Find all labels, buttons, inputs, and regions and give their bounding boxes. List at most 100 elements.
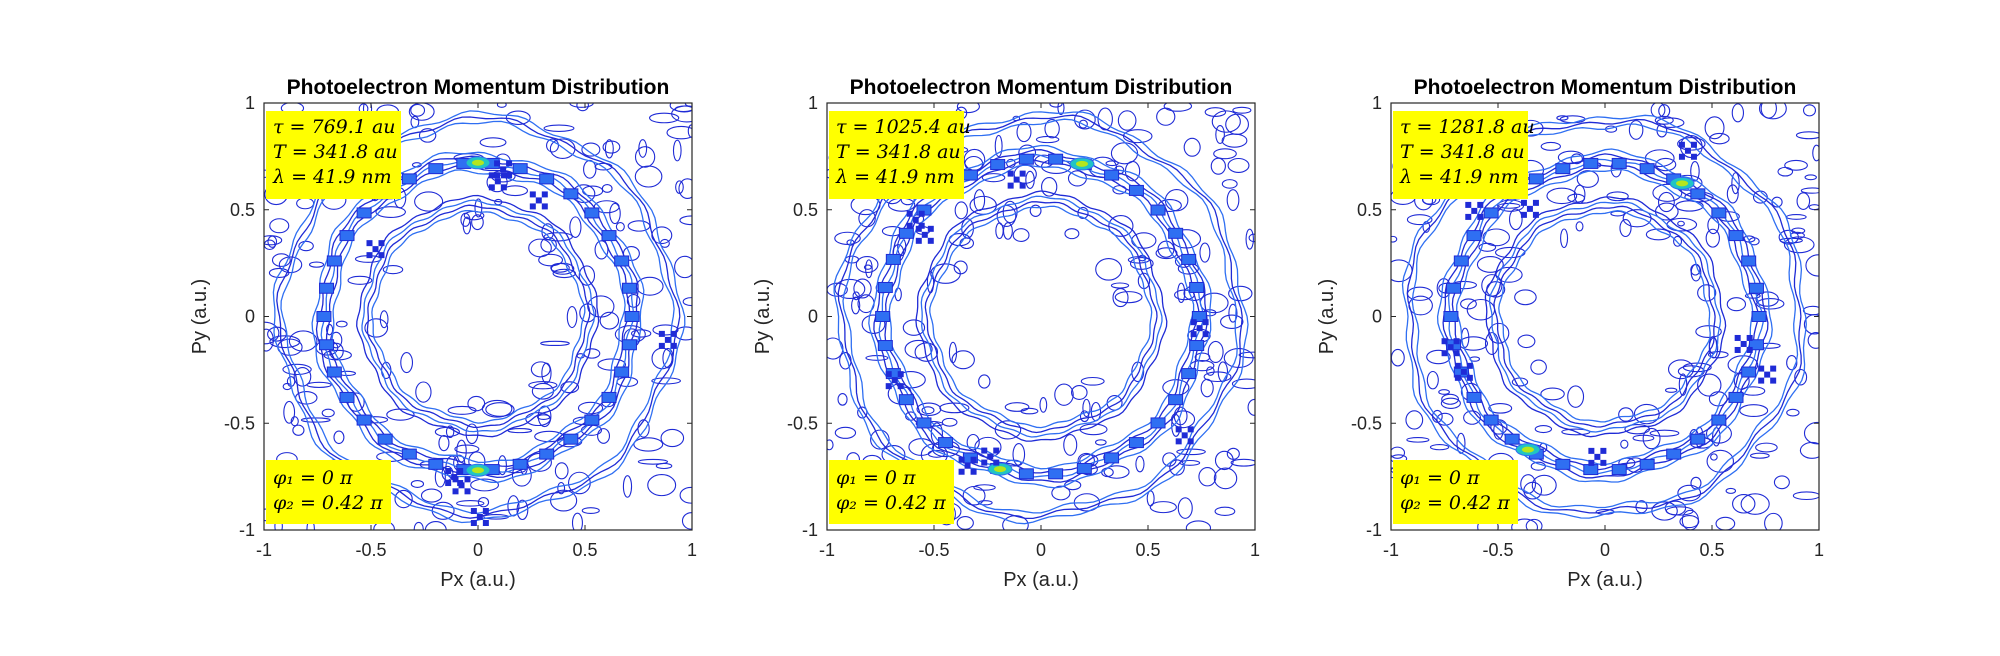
annotation-line: φ₁ = 0 π	[836, 467, 916, 489]
contour-blob	[1211, 110, 1241, 133]
contour-blob	[496, 103, 507, 108]
contour-blob	[470, 478, 500, 492]
ring-hotspot	[1189, 281, 1205, 293]
ring-contour	[1498, 210, 1711, 423]
annotation-bottom: φ₁ = 0 π φ₂ = 0.42 π	[266, 460, 391, 524]
contour-blob	[1207, 340, 1224, 364]
contour-blob	[1679, 515, 1700, 529]
contour-blob	[1783, 236, 1815, 254]
checker-artifact	[921, 231, 928, 238]
contour-blob	[1645, 228, 1671, 241]
checker-artifact	[452, 488, 459, 495]
contour-blob	[1041, 176, 1058, 197]
contour-blob	[415, 381, 432, 403]
contour-blob	[538, 253, 564, 267]
checker-artifact	[1746, 334, 1753, 341]
ring-hotspot	[877, 281, 893, 293]
contour-blob	[1054, 383, 1074, 406]
checker-artifact	[1019, 170, 1026, 177]
contour-blob	[1731, 103, 1745, 123]
peak-core	[472, 159, 484, 166]
contour-blob	[1731, 172, 1740, 195]
contour-blob	[1695, 325, 1722, 338]
contour-blob	[1199, 242, 1211, 263]
ring-hotspot	[512, 163, 528, 175]
checker-artifact	[445, 480, 452, 487]
y-tick-label: -0.5	[224, 413, 255, 433]
contour-blob	[1149, 501, 1177, 514]
contour-blob	[599, 311, 620, 330]
contour-blob	[347, 275, 373, 285]
contour-blob	[1079, 410, 1090, 423]
contour-blob	[410, 479, 425, 488]
contour-blob	[581, 142, 601, 157]
contour-blob	[267, 235, 278, 248]
ring-hotspot	[1104, 452, 1120, 464]
contour-blob	[671, 105, 692, 123]
contour-blob	[1664, 387, 1678, 393]
contour-blob	[1677, 137, 1706, 151]
checker-artifact	[457, 480, 464, 487]
annotation-bottom: φ₁ = 0 π φ₂ = 0.42 π	[1393, 460, 1518, 524]
checker-artifact	[378, 252, 385, 259]
ring-contour	[371, 209, 586, 424]
y-tick-label: 1	[808, 93, 818, 113]
checker-artifact	[1600, 447, 1607, 454]
contour-blob	[462, 216, 472, 235]
contour-blob	[516, 499, 529, 521]
contour-blob	[576, 103, 589, 112]
contour-blob	[1677, 220, 1685, 227]
checker-artifact	[500, 166, 507, 173]
ring-hotspot	[875, 311, 891, 322]
peak-core	[994, 466, 1007, 473]
checker-artifact	[464, 476, 471, 483]
contour-blob	[1440, 397, 1461, 409]
x-axis-label: Px (a.u.)	[440, 569, 516, 591]
peak-core	[1676, 180, 1689, 187]
chart-panel-2: -1 -0.5 0 0.5 1 -1 -0.5 0 0.5 1 Photoelectron Mome…	[752, 76, 1260, 591]
contour-blob	[633, 437, 664, 452]
contour-blob	[1074, 109, 1096, 130]
x-tick-label: 0.5	[572, 540, 597, 560]
checker-artifact	[958, 456, 965, 463]
contour-blob	[1677, 365, 1705, 378]
contour-blob	[851, 296, 861, 315]
contour-blob	[1726, 297, 1747, 312]
contour-blob	[1094, 439, 1107, 446]
contour-blob	[954, 201, 968, 220]
checker-artifact	[918, 210, 925, 217]
ring-hotspot	[1711, 207, 1727, 219]
annotation-line: φ₁ = 0 π	[273, 467, 353, 489]
chart-title: Photoelectron Momentum Distribution	[287, 76, 670, 99]
checker-artifact	[470, 520, 477, 527]
contour-blob	[587, 295, 615, 318]
contour-blob	[626, 293, 641, 308]
contour-blob	[948, 341, 958, 364]
x-tick-label: 0.5	[1135, 540, 1160, 560]
contour-blob	[594, 240, 609, 260]
contour-blob	[1071, 384, 1088, 400]
ring-hotspot	[1189, 340, 1205, 352]
contour-blob	[678, 178, 692, 200]
ring-contour	[1406, 118, 1802, 514]
ring-hotspot	[885, 253, 901, 265]
ring-hotspot	[1666, 448, 1682, 460]
contour-blob	[1215, 125, 1225, 144]
ring-hotspot	[898, 227, 914, 239]
contour-blob	[1777, 166, 1794, 177]
checker-artifact	[1007, 182, 1014, 189]
ring-hotspot	[1639, 163, 1655, 175]
contour-blob	[674, 255, 692, 279]
checker-artifact	[1190, 331, 1197, 338]
ring-hotspot	[601, 230, 617, 242]
contour-blob	[1673, 235, 1683, 247]
ring-contour	[1411, 123, 1799, 509]
y-axis-label: Py (a.u.)	[189, 279, 211, 355]
contour-blob	[1463, 410, 1481, 425]
checker-artifact	[885, 371, 892, 378]
ring-contour	[833, 111, 1249, 525]
y-tick-label: 1	[1372, 93, 1382, 113]
checker-artifact	[1600, 459, 1607, 466]
annotation-line: φ₂ = 0.42 π	[836, 492, 946, 514]
